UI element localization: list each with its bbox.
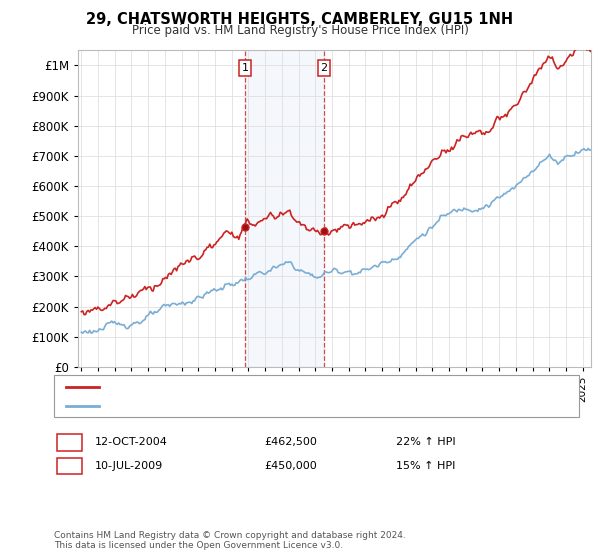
Text: 1: 1 xyxy=(66,436,73,449)
Text: 10-JUL-2009: 10-JUL-2009 xyxy=(95,461,163,471)
Text: 2: 2 xyxy=(66,459,73,473)
Text: 29, CHATSWORTH HEIGHTS, CAMBERLEY, GU15 1NH (detached house): 29, CHATSWORTH HEIGHTS, CAMBERLEY, GU15 … xyxy=(105,381,491,391)
Text: 2: 2 xyxy=(320,63,328,73)
Text: HPI: Average price, detached house, Surrey Heath: HPI: Average price, detached house, Surr… xyxy=(105,401,379,411)
Text: 12-OCT-2004: 12-OCT-2004 xyxy=(95,437,167,447)
Text: 1: 1 xyxy=(241,63,248,73)
Bar xyxy=(245,50,324,367)
Text: £450,000: £450,000 xyxy=(264,461,317,471)
Text: Contains HM Land Registry data © Crown copyright and database right 2024.
This d: Contains HM Land Registry data © Crown c… xyxy=(54,530,406,550)
Text: 15% ↑ HPI: 15% ↑ HPI xyxy=(396,461,455,471)
Text: 22% ↑ HPI: 22% ↑ HPI xyxy=(396,437,455,447)
Text: Price paid vs. HM Land Registry's House Price Index (HPI): Price paid vs. HM Land Registry's House … xyxy=(131,24,469,36)
Text: £462,500: £462,500 xyxy=(264,437,317,447)
Text: 29, CHATSWORTH HEIGHTS, CAMBERLEY, GU15 1NH: 29, CHATSWORTH HEIGHTS, CAMBERLEY, GU15 … xyxy=(86,12,514,27)
